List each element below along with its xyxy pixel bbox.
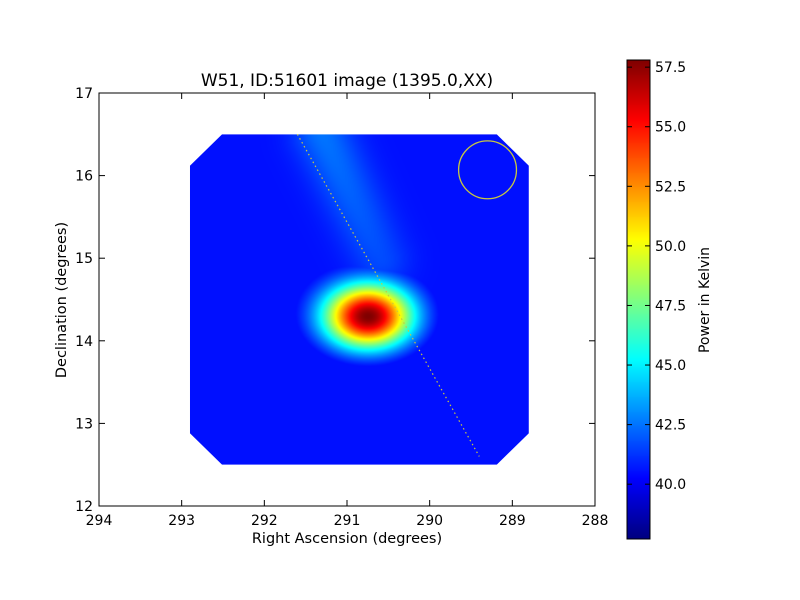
colorbar-label: Power in Kelvin xyxy=(697,247,713,353)
colorbar-tick-label: 55.0 xyxy=(655,120,686,136)
y-tick-label: 14 xyxy=(75,334,93,350)
colorbar-tick-label: 42.5 xyxy=(655,418,686,434)
plot-area xyxy=(98,92,596,507)
x-tick-label: 289 xyxy=(499,513,526,529)
x-tick-label: 291 xyxy=(334,513,361,529)
y-tick-label: 15 xyxy=(75,251,93,267)
chart-title: W51, ID:51601 image (1395.0,XX) xyxy=(201,71,493,91)
dotted-line xyxy=(296,134,480,457)
x-axis-label: Right Ascension (degrees) xyxy=(252,531,442,547)
x-tick-label: 290 xyxy=(416,513,443,529)
colorbar-gradient xyxy=(627,60,650,539)
beam-circle xyxy=(457,140,518,200)
x-tick-label: 294 xyxy=(86,513,113,529)
heatmap-image xyxy=(189,134,529,465)
colorbar-ticks: 40.0 42.5 45.0 47.5 50.0 52.5 55.0 57.5 xyxy=(627,60,686,493)
y-axis-ticks: 12 13 14 15 16 17 xyxy=(75,86,595,515)
colorbar-tick-label: 52.5 xyxy=(655,179,686,195)
colorbar: 40.0 42.5 45.0 47.5 50.0 52.5 55.0 57.5 Power i… xyxy=(626,59,713,540)
colorbar-tick-label: 45.0 xyxy=(655,358,686,374)
x-tick-label: 293 xyxy=(168,513,195,529)
colorbar-frame xyxy=(626,59,651,540)
y-tick-label: 13 xyxy=(75,416,93,432)
y-tick-label: 12 xyxy=(75,499,93,515)
colorbar-tick-label: 40.0 xyxy=(655,477,686,493)
colorbar-tick-label: 47.5 xyxy=(655,298,686,314)
x-axis-ticks: 294 293 292 291 290 289 288 xyxy=(86,93,609,529)
colorbar-tick-label: 50.0 xyxy=(655,239,686,255)
x-tick-label: 292 xyxy=(251,513,278,529)
x-tick-label: 288 xyxy=(582,513,609,529)
y-tick-label: 17 xyxy=(75,86,93,102)
y-axis-label: Declination (degrees) xyxy=(54,222,70,378)
y-tick-label: 16 xyxy=(75,169,93,185)
colorbar-tick-label: 57.5 xyxy=(655,60,686,76)
